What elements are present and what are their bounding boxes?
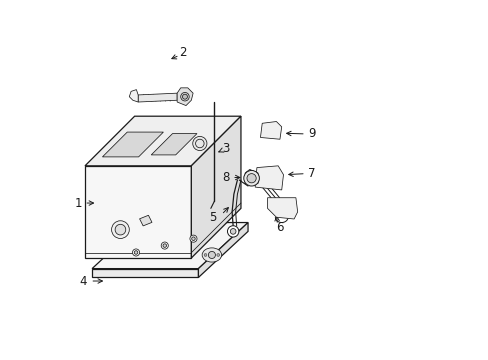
Polygon shape — [138, 93, 177, 102]
Circle shape — [115, 224, 125, 235]
Circle shape — [182, 94, 187, 99]
Text: 5: 5 — [208, 211, 216, 224]
Circle shape — [132, 249, 139, 256]
Text: 3: 3 — [222, 141, 229, 154]
Text: 8: 8 — [222, 171, 229, 184]
Circle shape — [216, 253, 219, 256]
Circle shape — [191, 237, 195, 240]
Polygon shape — [92, 222, 247, 269]
Polygon shape — [260, 122, 281, 139]
Text: 9: 9 — [307, 127, 315, 140]
Polygon shape — [177, 88, 193, 105]
Circle shape — [244, 170, 259, 186]
Polygon shape — [102, 132, 163, 157]
Circle shape — [161, 242, 168, 249]
Circle shape — [134, 251, 138, 254]
Circle shape — [111, 221, 129, 238]
Circle shape — [192, 136, 206, 150]
Polygon shape — [85, 116, 241, 166]
Polygon shape — [198, 222, 247, 278]
Polygon shape — [139, 215, 152, 226]
Circle shape — [246, 174, 256, 183]
Circle shape — [195, 139, 203, 148]
Polygon shape — [244, 169, 258, 184]
Polygon shape — [85, 166, 191, 258]
Polygon shape — [92, 269, 198, 278]
Circle shape — [265, 125, 272, 132]
Text: 7: 7 — [307, 167, 315, 180]
Polygon shape — [129, 90, 138, 102]
Circle shape — [208, 251, 215, 258]
Text: 6: 6 — [276, 221, 284, 234]
Polygon shape — [255, 166, 283, 190]
Circle shape — [266, 126, 271, 131]
Circle shape — [227, 226, 238, 237]
Circle shape — [163, 244, 166, 247]
Circle shape — [189, 235, 197, 242]
Circle shape — [181, 93, 189, 101]
Polygon shape — [191, 116, 241, 258]
Circle shape — [203, 253, 206, 256]
Polygon shape — [267, 198, 297, 219]
Text: 2: 2 — [179, 46, 186, 59]
Text: 4: 4 — [79, 275, 86, 288]
Circle shape — [230, 229, 236, 234]
Text: 1: 1 — [75, 197, 82, 210]
Polygon shape — [151, 134, 197, 155]
Ellipse shape — [202, 248, 221, 262]
